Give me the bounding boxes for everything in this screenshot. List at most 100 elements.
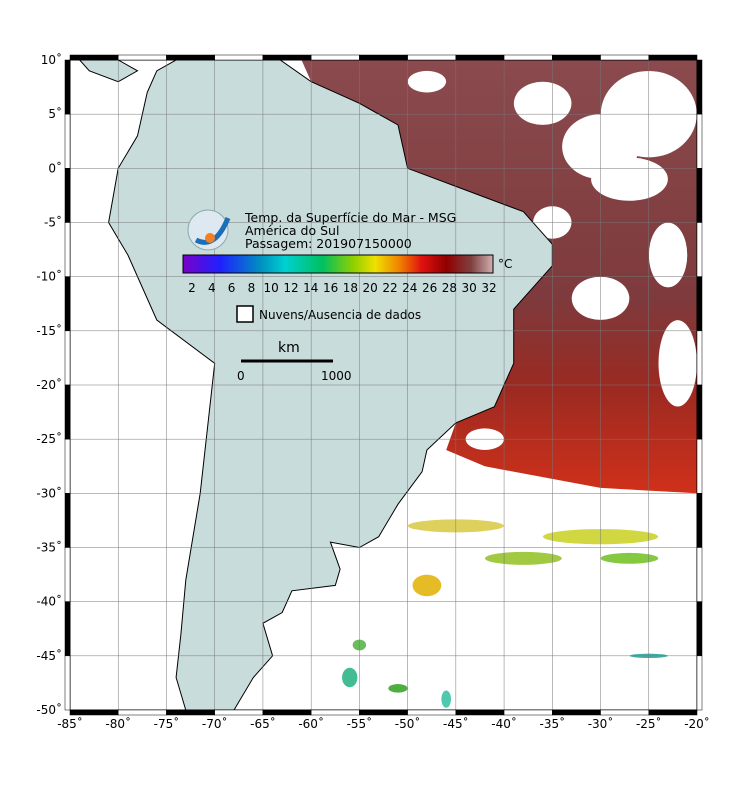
colorbar-label: 30: [462, 281, 477, 295]
frame-bar: [64, 168, 71, 223]
colorbar-label: 22: [382, 281, 397, 295]
frame-bar: [455, 54, 505, 61]
frame-bar: [64, 547, 71, 602]
frame-bar: [696, 547, 703, 602]
frame-bar: [166, 709, 215, 716]
frame-bar: [64, 601, 71, 657]
logo-dot: [205, 233, 215, 243]
cloud-gap: [658, 320, 697, 407]
frame-bar: [407, 54, 457, 61]
frame-bar: [64, 655, 71, 711]
lat-label: 0˚: [48, 160, 62, 175]
cloud-gap: [591, 157, 668, 201]
frame-bar: [64, 59, 71, 115]
colorbar-label: 8: [248, 281, 256, 295]
lon-label: -45˚: [443, 716, 469, 731]
frame-bar: [359, 709, 408, 716]
frame-bar: [696, 330, 703, 386]
cloud-gap: [513, 81, 572, 125]
colorbar-label: 20: [363, 281, 378, 295]
frame-bar: [166, 54, 215, 61]
frame-bar: [64, 384, 71, 440]
lat-label: -25˚: [36, 431, 62, 446]
frame-bar: [64, 493, 71, 548]
lat-label: -50˚: [36, 702, 62, 717]
map-area: [70, 60, 697, 710]
frame-bar: [64, 222, 71, 277]
frame-bar: [696, 276, 703, 332]
legend-swatch: [236, 305, 254, 323]
lon-label: -70˚: [202, 716, 228, 731]
lat-label: -45˚: [36, 648, 62, 663]
pass-date: Passagem: 201907150000: [245, 236, 412, 251]
lon-label: -25˚: [636, 716, 662, 731]
frame-bar: [552, 709, 601, 716]
frame-bar: [552, 54, 601, 61]
lat-label: -40˚: [36, 594, 62, 609]
lon-label: -60˚: [298, 716, 324, 731]
frame-bar: [696, 384, 703, 440]
sst-patch: [388, 684, 408, 693]
colorbar-label: 16: [323, 281, 338, 295]
colorbar-label: 28: [442, 281, 457, 295]
frame-bar: [407, 709, 457, 716]
cloud-gap: [407, 70, 447, 93]
colorbar-label: 18: [343, 281, 358, 295]
frame-bar: [214, 709, 264, 716]
frame-bar: [696, 59, 703, 115]
sst-patch: [441, 690, 452, 708]
sst-patch: [342, 667, 358, 688]
legend-label: Nuvens/Ausencia de dados: [259, 308, 421, 322]
frame-bar: [64, 113, 71, 169]
lon-label: -85˚: [57, 716, 83, 731]
colorbar-label: 26: [422, 281, 437, 295]
scale-end: 1000: [321, 369, 352, 383]
frame-bar: [359, 54, 408, 61]
frame-bar: [310, 709, 360, 716]
sst-patch: [600, 552, 659, 564]
colorbar-label: 14: [303, 281, 318, 295]
lon-label: -20˚: [684, 716, 710, 731]
frame-bar: [696, 601, 703, 657]
colorbar-label: 2: [188, 281, 196, 295]
lat-label: 5˚: [48, 106, 62, 121]
lat-label: 10˚: [41, 52, 62, 67]
frame-bar: [69, 709, 119, 716]
central-america: [78, 60, 139, 83]
frame-bar: [696, 493, 703, 548]
colorbar-label: 24: [402, 281, 417, 295]
frame-bar: [648, 709, 698, 716]
frame-bar: [262, 54, 312, 61]
scale-start: 0: [237, 369, 245, 383]
lat-label: -15˚: [36, 323, 62, 338]
sst-patch: [484, 551, 562, 565]
lat-label: -10˚: [36, 269, 62, 284]
frame-bar: [648, 54, 698, 61]
lon-label: -30˚: [588, 716, 614, 731]
lon-label: -80˚: [105, 716, 131, 731]
frame-bar: [503, 709, 553, 716]
lat-label: -35˚: [36, 540, 62, 555]
colorbar-label: 6: [228, 281, 236, 295]
lon-label: -55˚: [347, 716, 373, 731]
cloud-gap: [648, 222, 688, 288]
frame-bar: [69, 54, 119, 61]
sst-patch: [412, 574, 442, 597]
frame-bar: [600, 54, 650, 61]
colorbar: [182, 254, 494, 274]
frame-bar: [262, 709, 312, 716]
frame-bar: [696, 438, 703, 494]
frame-bar: [696, 655, 703, 711]
colorbar-label: 12: [283, 281, 298, 295]
lon-label: -75˚: [154, 716, 180, 731]
frame-bar: [117, 54, 167, 61]
lat-label: -30˚: [36, 485, 62, 500]
colorbar-unit: °C: [498, 257, 512, 271]
scale-unit: km: [278, 340, 300, 356]
frame-bar: [696, 113, 703, 169]
lon-label: -35˚: [540, 716, 566, 731]
frame-bar: [455, 709, 505, 716]
lat-label: -20˚: [36, 377, 62, 392]
overlay: Temp. da Superfície do Mar - MSG América…: [36, 52, 709, 731]
